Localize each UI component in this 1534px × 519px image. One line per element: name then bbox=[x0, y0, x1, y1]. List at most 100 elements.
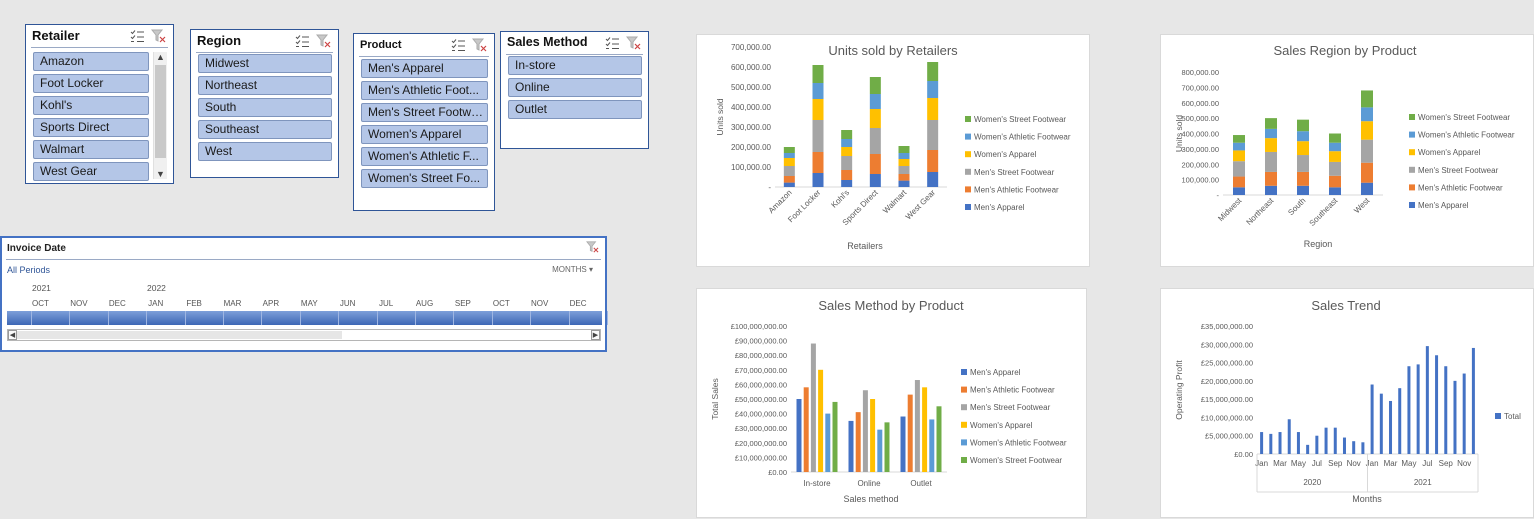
bar-segment bbox=[927, 98, 939, 120]
timeline-level-dropdown[interactable]: MONTHS ▾ bbox=[552, 265, 593, 274]
bar bbox=[862, 390, 868, 472]
scroll-up-icon[interactable]: ▲ bbox=[156, 52, 165, 62]
timeline-month[interactable]: JUN bbox=[339, 299, 356, 308]
timeline-month[interactable]: NOV bbox=[70, 299, 88, 308]
bar-segment bbox=[812, 173, 824, 187]
timeline-month[interactable]: OCT bbox=[32, 299, 49, 308]
region-by-product-chart[interactable]: Sales Region by Product - 100,000.00 200,00… bbox=[1160, 34, 1534, 267]
timeline-tick bbox=[31, 311, 32, 325]
bar-segment bbox=[1329, 151, 1341, 162]
slicer-item[interactable]: South bbox=[198, 98, 332, 117]
slicer-item[interactable]: Women's Street Fo... bbox=[361, 169, 488, 188]
multi-select-icon[interactable] bbox=[130, 29, 145, 43]
bar-segment bbox=[1329, 133, 1341, 143]
slicer-item[interactable]: Men's Athletic Foot... bbox=[361, 81, 488, 100]
scroll-left-icon[interactable]: ◀ bbox=[8, 330, 17, 340]
slicer-item[interactable]: Amazon bbox=[33, 52, 149, 71]
slicer-item[interactable]: Foot Locker bbox=[33, 74, 149, 93]
invoice-date-timeline: Invoice Date All Periods MONTHS ▾ 2021 2… bbox=[0, 236, 608, 352]
y-tick-label: 500,000.00 bbox=[731, 83, 772, 92]
slicer-item[interactable]: West bbox=[198, 142, 332, 161]
clear-filter-icon[interactable] bbox=[626, 36, 641, 50]
slicer-item[interactable]: Sports Direct bbox=[33, 118, 149, 137]
slicer-item[interactable]: Women's Apparel bbox=[361, 125, 488, 144]
timeline-selection-bar[interactable] bbox=[7, 311, 602, 325]
legend-swatch bbox=[1409, 202, 1415, 208]
bar-segment bbox=[1297, 131, 1309, 142]
clear-filter-icon[interactable] bbox=[316, 34, 331, 48]
units-by-retailer-chart[interactable]: Units sold by Retailers - 100,000.00 200,00… bbox=[696, 34, 1090, 267]
timeline-month[interactable]: APR bbox=[262, 299, 280, 308]
bar bbox=[825, 413, 831, 472]
y-tick-label: £10,000,000.00 bbox=[1201, 413, 1253, 422]
x-tick-label: Jan bbox=[1366, 459, 1379, 468]
bar bbox=[1342, 437, 1346, 454]
y-tick-label: 300,000.00 bbox=[1181, 145, 1219, 154]
clear-filter-icon[interactable] bbox=[472, 38, 487, 52]
bar bbox=[1324, 427, 1328, 454]
bar bbox=[877, 429, 883, 472]
bar-segment bbox=[841, 156, 853, 170]
bar bbox=[907, 394, 913, 472]
slicer-item[interactable]: Kohl's bbox=[33, 96, 149, 115]
legend-swatch bbox=[961, 404, 967, 411]
timeline-month[interactable]: DEC bbox=[108, 299, 126, 308]
bar-segment bbox=[812, 120, 824, 152]
slicer-item[interactable]: Walmart bbox=[33, 140, 149, 159]
timeline-month[interactable]: JAN bbox=[148, 299, 164, 308]
timeline-tick bbox=[107, 311, 109, 325]
timeline-scrollbar[interactable]: ◀ ▶ bbox=[7, 329, 601, 341]
slicer-item[interactable]: Southeast bbox=[198, 120, 332, 139]
y-axis-label: Total Sales bbox=[710, 378, 720, 420]
timeline-month[interactable]: DEC bbox=[569, 299, 587, 308]
timeline-month[interactable]: MAR bbox=[223, 299, 242, 308]
bar-segment bbox=[927, 81, 939, 98]
legend-label: Women's Street Footwear bbox=[974, 115, 1066, 124]
legend-swatch bbox=[965, 116, 971, 122]
slicer-item[interactable]: Women's Athletic F... bbox=[361, 147, 488, 166]
timeline-tick bbox=[261, 311, 263, 325]
clear-filter-icon[interactable] bbox=[586, 241, 599, 253]
slicer-item[interactable]: Northeast bbox=[198, 76, 332, 95]
legend-label: Men's Apparel bbox=[974, 203, 1025, 212]
slicer-item[interactable]: Midwest bbox=[198, 54, 332, 73]
multi-select-icon[interactable] bbox=[295, 34, 310, 48]
legend-label: Men's Athletic Footwear bbox=[1418, 183, 1503, 192]
timeline-title: Invoice Date bbox=[7, 243, 66, 254]
timeline-tick bbox=[530, 311, 532, 325]
scroll-right-icon[interactable]: ▶ bbox=[591, 330, 600, 340]
slicer-scrollbar[interactable]: ▲ ▼ bbox=[153, 52, 167, 179]
timeline-month[interactable]: NOV bbox=[531, 299, 549, 308]
timeline-month[interactable]: JUL bbox=[378, 299, 394, 308]
slicer-item[interactable]: West Gear bbox=[33, 162, 149, 181]
method-by-product-chart[interactable]: Sales Method by Product £0.00 £10,000,000.… bbox=[696, 288, 1087, 518]
sales-trend-chart[interactable]: Sales Trend £0.00 £5,000,000.00 £10,000,000… bbox=[1160, 288, 1534, 518]
bar bbox=[1407, 366, 1411, 454]
bar bbox=[914, 380, 920, 472]
timeline-month[interactable]: OCT bbox=[492, 299, 510, 308]
timeline-month[interactable]: AUG bbox=[415, 299, 434, 308]
scroll-down-icon[interactable]: ▼ bbox=[156, 169, 165, 179]
slicer-item[interactable]: Men's Street Footwear bbox=[361, 103, 488, 122]
y-tick-label: £90,000,000.00 bbox=[735, 337, 787, 346]
multi-select-icon[interactable] bbox=[605, 36, 620, 50]
slicer-item[interactable]: Outlet bbox=[508, 100, 642, 119]
bar-segment bbox=[783, 158, 795, 166]
bar bbox=[1361, 442, 1365, 454]
timeline-month[interactable]: FEB bbox=[186, 299, 202, 308]
slicer-item[interactable]: Online bbox=[508, 78, 642, 97]
clear-filter-icon[interactable] bbox=[151, 29, 166, 43]
slicer-item[interactable]: In-store bbox=[508, 56, 642, 75]
region-slicer: Region Midwest Northeast South Southeast… bbox=[190, 29, 339, 178]
slicer-item[interactable]: Men's Apparel bbox=[361, 59, 488, 78]
x-axis-label: Region bbox=[1304, 239, 1333, 249]
bar-segment bbox=[869, 94, 881, 109]
multi-select-icon[interactable] bbox=[451, 38, 466, 52]
timeline-month[interactable]: MAY bbox=[300, 299, 318, 308]
legend-swatch bbox=[965, 204, 971, 210]
bar-segment bbox=[1233, 187, 1245, 195]
x-axis-label: Sales method bbox=[843, 494, 898, 504]
scroll-thumb[interactable] bbox=[155, 65, 166, 158]
scroll-thumb[interactable] bbox=[17, 331, 342, 339]
timeline-month[interactable]: SEP bbox=[454, 299, 471, 308]
